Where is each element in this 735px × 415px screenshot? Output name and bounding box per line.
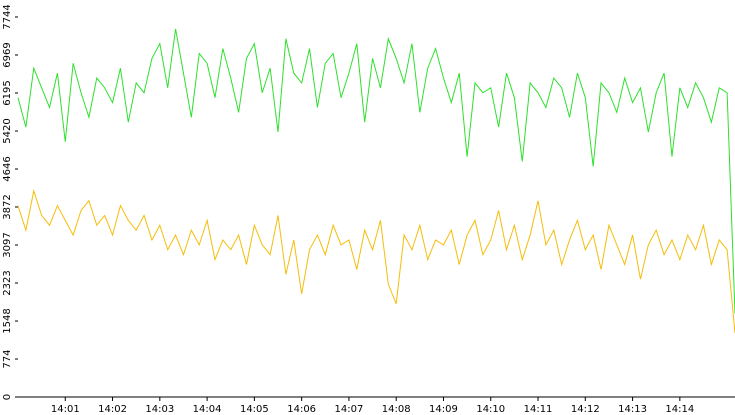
x-tick-label: 14:01 — [51, 404, 80, 415]
line-series — [17, 28, 735, 314]
x-tick-label: 14:04 — [193, 404, 222, 415]
y-tick-label: 774 — [2, 349, 13, 368]
y-tick-label: 6195 — [2, 80, 13, 105]
y-tick-label: 4646 — [2, 156, 13, 181]
x-tick-label: 14:10 — [476, 404, 505, 415]
x-tick-label: 14:12 — [571, 404, 600, 415]
x-tick-label: 14:07 — [335, 404, 364, 415]
x-tick-label: 14:02 — [98, 404, 127, 415]
y-tick-label: 3097 — [2, 232, 13, 257]
x-tick-label: 14:05 — [240, 404, 269, 415]
x-tick-label: 14:06 — [287, 404, 316, 415]
x-tick-label: 14:08 — [382, 404, 411, 415]
x-tick-label: 14:13 — [618, 404, 647, 415]
y-tick-label: 6969 — [2, 42, 13, 67]
x-tick-label: 14:11 — [524, 404, 553, 415]
y-tick-label: 1548 — [2, 308, 13, 333]
x-tick-label: 14:14 — [665, 404, 694, 415]
line-series — [17, 188, 735, 334]
x-tick-label: 14:03 — [145, 404, 174, 415]
y-tick-label: 0 — [2, 394, 13, 400]
y-tick-label: 7744 — [2, 4, 13, 29]
y-tick-label: 2323 — [2, 270, 13, 295]
x-tick-label: 14:09 — [429, 404, 458, 415]
y-tick-label: 3872 — [2, 194, 13, 219]
y-tick-label: 5420 — [2, 118, 13, 143]
